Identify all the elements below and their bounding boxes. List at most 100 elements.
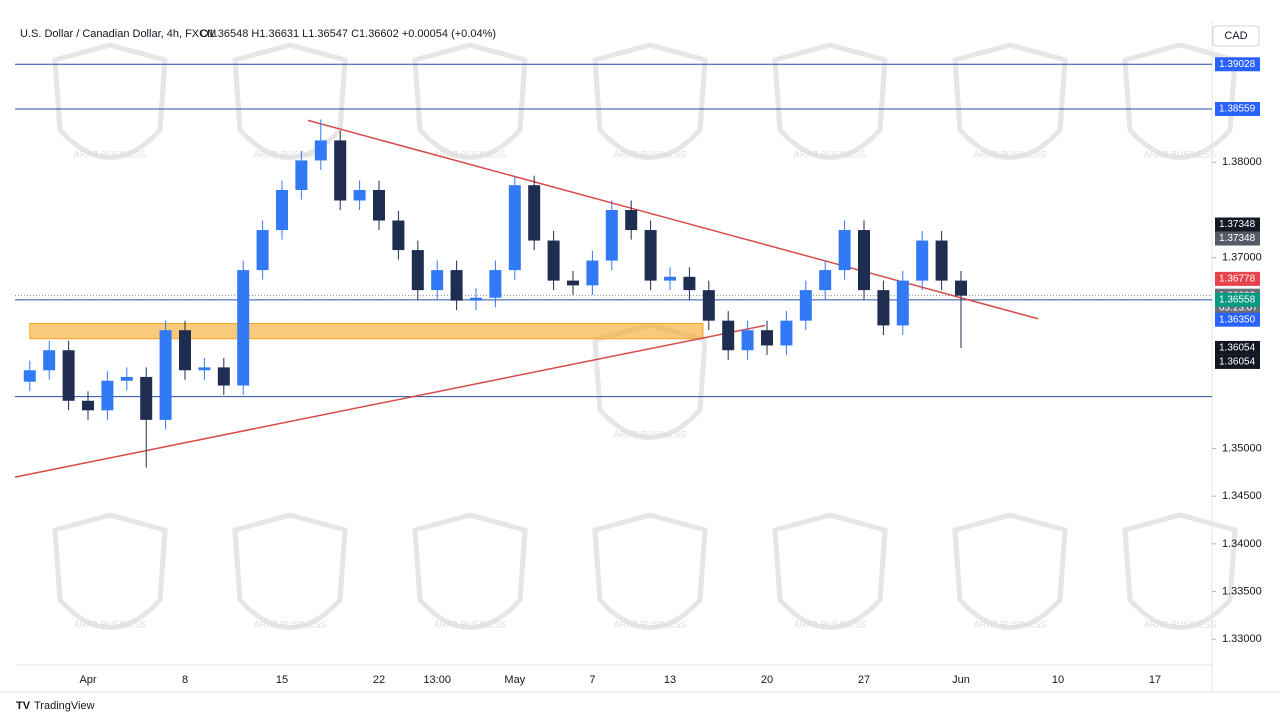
- watermark-text: ARAB BUSINESS: [974, 619, 1047, 629]
- candle-body: [411, 250, 424, 291]
- watermark-shield: [952, 512, 1068, 630]
- price-tag-label: 1.39028: [1219, 59, 1256, 70]
- candle-body: [450, 270, 463, 301]
- candle-body: [140, 376, 153, 420]
- watermark-text: ARAB BUSINESS: [434, 619, 507, 629]
- candle-body: [295, 160, 308, 190]
- price-tag-label: 1.36054: [1219, 357, 1256, 368]
- x-tick-label: Apr: [79, 674, 96, 686]
- watermark-shield: [592, 42, 708, 160]
- price-tag: [1215, 271, 1260, 286]
- currency-button[interactable]: [1212, 25, 1260, 47]
- candle-body: [955, 280, 967, 296]
- x-tick-label: 13: [664, 674, 676, 686]
- watermark-shield: [232, 42, 348, 160]
- price-tag: [1215, 217, 1260, 232]
- candle-body: [62, 350, 75, 401]
- y-tick-label: 1.33000: [1222, 633, 1262, 645]
- watermark-text: ARAB BUSINESS: [74, 619, 147, 629]
- x-tick-label: 27: [858, 674, 870, 686]
- watermark-shield: [592, 322, 708, 440]
- y-tick-label: 1.37000: [1222, 252, 1262, 264]
- candle-body: [877, 290, 890, 326]
- candle-body: [625, 210, 638, 231]
- x-tick-label: 22: [373, 674, 385, 686]
- price-tag-label: 1.36054: [1219, 343, 1256, 354]
- candle-body: [664, 276, 676, 281]
- candle-body: [256, 230, 269, 271]
- price-tag-label: 1.36778: [1219, 274, 1256, 285]
- x-tick-label: May: [504, 674, 525, 686]
- watermark-shield: [772, 512, 888, 630]
- watermark-shield: [592, 512, 708, 630]
- candle-body: [198, 367, 211, 371]
- watermark-text: ARAB BUSINESS: [254, 619, 327, 629]
- price-tag: [1215, 231, 1260, 246]
- candle-body: [644, 230, 657, 281]
- candle-body: [916, 240, 929, 281]
- watermark-text: ARAB BUSINESS: [794, 149, 867, 159]
- candle-body: [586, 260, 599, 286]
- watermark-shield: [52, 512, 168, 630]
- candle-body: [702, 290, 715, 321]
- candle-body: [780, 320, 793, 346]
- watermark-text: ARAB BUSINESS: [614, 619, 687, 629]
- candle-body: [431, 270, 444, 291]
- y-tick-label: 1.34500: [1222, 490, 1262, 502]
- candle-body: [43, 350, 56, 371]
- candle-body: [935, 240, 948, 281]
- price-tag: [1215, 57, 1260, 72]
- watermark-shield: [952, 42, 1068, 160]
- candle-body: [819, 270, 832, 291]
- candle-body: [605, 210, 618, 261]
- brand-logo: TV: [16, 700, 31, 712]
- candle-body: [799, 290, 812, 321]
- zone: [29, 323, 704, 340]
- price-tag-label: 1.37348: [1219, 233, 1256, 244]
- candle-body: [567, 280, 579, 286]
- x-tick-label: 20: [761, 674, 773, 686]
- x-tick-label: 7: [589, 674, 595, 686]
- watermark-shield: [232, 512, 348, 630]
- candle-body: [741, 330, 754, 351]
- x-tick-label: Jun: [952, 674, 970, 686]
- candle-body: [392, 220, 405, 251]
- watermark-shield: [1122, 512, 1238, 630]
- watermark-shield: [1122, 42, 1238, 160]
- chart-title: U.S. Dollar / Canadian Dollar, 4h, FXCM: [20, 28, 216, 40]
- watermark-shield: [412, 512, 528, 630]
- candle-body: [508, 185, 521, 271]
- candle-body: [120, 376, 133, 381]
- trendline: [14, 324, 766, 478]
- candle-body: [838, 230, 851, 271]
- candle-body: [23, 370, 36, 382]
- candle-body: [101, 380, 114, 411]
- x-tick-label: 15: [276, 674, 288, 686]
- candle-body: [159, 330, 172, 420]
- watermark-text: ARAB BUSINESS: [794, 619, 867, 629]
- watermark-text: ARAB BUSINESS: [614, 149, 687, 159]
- candle-body: [82, 400, 94, 411]
- candle-body: [179, 330, 191, 371]
- candle-body: [237, 270, 250, 386]
- candle-body: [470, 297, 482, 301]
- price-tag-label: 1.36350: [1219, 314, 1256, 325]
- price-tag-label: 1.37348: [1219, 219, 1256, 230]
- watermark-text: ARAB BUSINESS: [254, 149, 327, 159]
- currency-label[interactable]: CAD: [1224, 30, 1247, 42]
- price-tag: [1215, 102, 1260, 117]
- candle-body: [722, 320, 735, 351]
- candle-body: [373, 189, 385, 221]
- trendline: [307, 119, 1039, 320]
- price-tag-label: 1.36558: [1219, 295, 1256, 306]
- candle-body: [334, 140, 347, 201]
- candle-body: [314, 140, 327, 161]
- price-tag: [1215, 312, 1260, 327]
- watermark-shield: [52, 42, 168, 160]
- y-tick-label: 1.35000: [1222, 442, 1262, 454]
- ohlc-readout: O1.36548 H1.36631 L1.36547 C1.36602 +0.0…: [200, 28, 496, 40]
- price-tag: [1215, 292, 1260, 307]
- watermark-text: ARAB BUSINESS: [434, 149, 507, 159]
